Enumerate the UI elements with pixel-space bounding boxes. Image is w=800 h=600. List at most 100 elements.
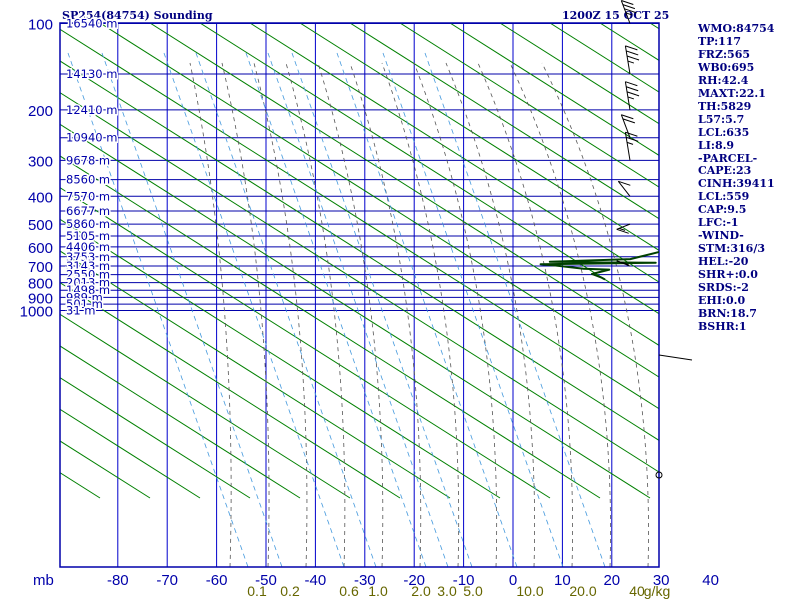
height-label: 9678 m [66, 153, 110, 167]
temperature-label--80: -80 [107, 572, 129, 589]
grid-lines [60, 23, 659, 567]
surface-wind-circle [655, 471, 663, 479]
dry-adiabat-line [249, 23, 659, 283]
dry-adiabat-line [399, 23, 659, 188]
stat-17: STM:316/3 [698, 242, 765, 256]
moist-adiabat-line [349, 62, 422, 567]
stat-4: RH:42.4 [698, 73, 749, 87]
mixing-ratio-label: 10.0 [516, 583, 543, 599]
height-label: 5105 m [66, 229, 110, 243]
moist-adiabat-line [317, 62, 384, 567]
temperature-label--50: -50 [255, 572, 277, 589]
mixing-ratio-unit: g/kg [644, 583, 670, 599]
dry-adiabat-line [60, 92, 659, 473]
dry-adiabat-line [449, 23, 659, 156]
dewpoint-profile-line [539, 250, 659, 281]
wind-barbs [616, 0, 640, 267]
dry-adiabat-line [60, 250, 451, 499]
temperature-label-40: 40 [702, 572, 719, 589]
dry-adiabat-line [60, 377, 251, 499]
dry-adiabat-line [60, 218, 501, 499]
dry-adiabat-line [60, 60, 659, 441]
height-label: 6677 m [66, 204, 110, 218]
height-label: 4406 m [66, 240, 110, 254]
moist-adiabat-line [189, 62, 232, 567]
mixing-ratio-label: 1.0 [368, 583, 388, 599]
mixing-ratio-label: 3.0 [437, 583, 457, 599]
height-label: 14130 m [66, 67, 117, 81]
wind-barb [620, 0, 637, 24]
dry-adiabat-line [499, 23, 659, 125]
height-label: 8560 m [66, 173, 110, 187]
mixing-ratio-line [67, 52, 249, 567]
moist-adiabat-line [253, 62, 308, 567]
stat-13: LCL:559 [698, 190, 750, 204]
stat-23: BSHR:1 [698, 319, 747, 333]
pressure-label-300: 300 [28, 153, 53, 170]
stat-15: LFC:-1 [698, 216, 739, 230]
stat-0: WMO:84754 [698, 22, 775, 35]
moist-adiabat-line [381, 62, 460, 567]
mixing-ratio-line [195, 52, 377, 567]
mixing-ratio-label-40: 40 [629, 583, 645, 599]
moist-adiabat-line [221, 62, 270, 567]
mixing-ratio-line [382, 52, 564, 567]
stat-22: BRN:18.7 [698, 306, 757, 320]
wind-barb [616, 223, 631, 234]
moist-adiabat-line [413, 62, 498, 567]
temperature-label-30: 30 [653, 572, 670, 589]
temperature-label--10: -10 [453, 572, 475, 589]
dry-adiabat-line [60, 282, 401, 499]
stat-20: SRDS:-2 [698, 281, 749, 295]
height-label: 7570 m [66, 189, 110, 203]
stat-9: LI:8.9 [698, 138, 735, 152]
temperature-label-10: 10 [554, 572, 571, 589]
wind-barb [624, 81, 640, 110]
wind-barb [624, 45, 640, 75]
mixing-ratio-line [163, 52, 345, 567]
dry-adiabat-line [60, 28, 659, 410]
mixing-ratio-line [267, 52, 449, 567]
height-label: 2013 m [66, 276, 110, 290]
dry-adiabat-line [149, 23, 659, 346]
wind-barb [620, 114, 636, 138]
mixing-ratio-label: 20.0 [569, 583, 596, 599]
stat-18: HEL:-20 [698, 255, 749, 269]
pressure-label-200: 200 [28, 103, 53, 120]
height-label: 5860 m [66, 217, 110, 231]
sounding-title: SP254(84754) Sounding [62, 9, 213, 22]
mixing-ratio-label: 5.0 [463, 583, 483, 599]
wind-barb [616, 260, 631, 267]
stat-6: TH:5829 [698, 99, 752, 113]
stat-11: CAPE:23 [698, 164, 752, 178]
stat-1: TP:117 [698, 34, 742, 48]
mixing-ratio-label: 0.6 [339, 583, 359, 599]
stat-14: CAP:9.5 [698, 203, 747, 217]
mixing-ratio-line [424, 52, 606, 567]
mixing-ratio-label: 2.0 [411, 583, 431, 599]
pressure-label-800: 800 [28, 276, 53, 293]
pressure-unit-label: mb [33, 572, 54, 589]
height-label: 989 m [66, 290, 103, 304]
height-label: 3753 m [66, 250, 110, 264]
mixing-ratio-label: 0.1 [247, 583, 267, 599]
dry-adiabat-line [299, 23, 659, 251]
moist-adiabat-line [445, 62, 536, 567]
height-label: 3143 m [66, 259, 110, 273]
stat-2: FRZ:565 [698, 47, 751, 61]
dry-adiabat-line [60, 155, 601, 499]
mixing-ratio-line [291, 52, 473, 567]
temperature-label--40: -40 [305, 572, 327, 589]
moist-adiabat-line [509, 62, 611, 567]
height-label: 501 m [66, 297, 103, 311]
stat-3: WB0:695 [698, 60, 755, 74]
pressure-label-500: 500 [28, 217, 53, 234]
dry-adiabat-line [60, 345, 301, 499]
stat-12: CINH:39411 [698, 177, 775, 191]
pressure-label-1000: 1000 [20, 304, 53, 321]
pressure-label-700: 700 [28, 259, 53, 276]
height-label: 31 m [66, 304, 96, 318]
mixing-ratio-label: 0.2 [280, 583, 300, 599]
wind-barb [624, 131, 639, 161]
